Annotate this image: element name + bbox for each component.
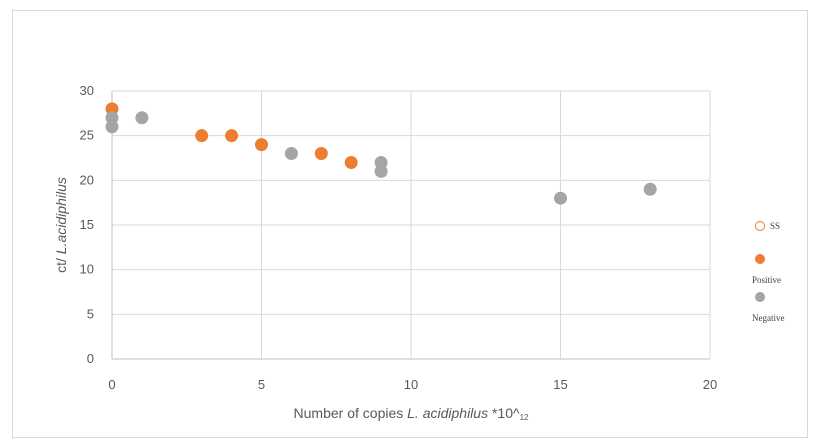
data-points [105, 102, 657, 205]
x-tick-label-0: 0 [108, 377, 115, 392]
legend-marker-negative [755, 292, 765, 302]
y-tick-label-0: 0 [87, 351, 94, 366]
positive-point-2 [225, 129, 239, 143]
negative-point-7 [643, 182, 657, 196]
negative-point-1 [105, 120, 119, 134]
y-axis-title: ct/ L.acidiphilus [53, 177, 69, 273]
positive-point-3 [255, 138, 268, 152]
x-tick-label-20: 20 [703, 377, 717, 392]
legend-marker-ss [755, 221, 765, 231]
y-tick-label-20: 20 [80, 172, 94, 187]
y-tick-label-15: 15 [80, 217, 94, 232]
axes [111, 91, 710, 360]
negative-point-6 [554, 191, 567, 205]
x-axis-title: Number of copies L. acidiphilus *10^12 [294, 405, 529, 422]
legend-label-negative: Negative [752, 313, 784, 323]
positive-point-4 [314, 147, 328, 161]
tick-labels: 0 5 10 15 20 25 30 0 5 10 15 20 [80, 83, 718, 392]
x-tick-label-5: 5 [258, 377, 265, 392]
legend-label-positive: Positive [752, 275, 781, 285]
legend-marker-positive [755, 254, 765, 264]
x-tick-label-15: 15 [553, 377, 567, 392]
x-tick-label-10: 10 [404, 377, 418, 392]
y-tick-label-25: 25 [80, 128, 94, 143]
legend-label-ss: SS [770, 221, 780, 231]
legend: SS Positive Negative [752, 221, 784, 323]
chart-frame [12, 10, 808, 438]
positive-point-5 [344, 155, 358, 169]
axis-titles: Number of copies L. acidiphilus *10^12 ct… [53, 177, 529, 422]
y-tick-label-5: 5 [87, 306, 94, 321]
negative-point-5 [374, 164, 388, 178]
positive-point-1 [195, 129, 209, 143]
y-tick-label-30: 30 [80, 83, 94, 98]
negative-point-2 [135, 111, 149, 125]
negative-point-3 [284, 147, 298, 161]
y-tick-label-10: 10 [80, 262, 94, 277]
